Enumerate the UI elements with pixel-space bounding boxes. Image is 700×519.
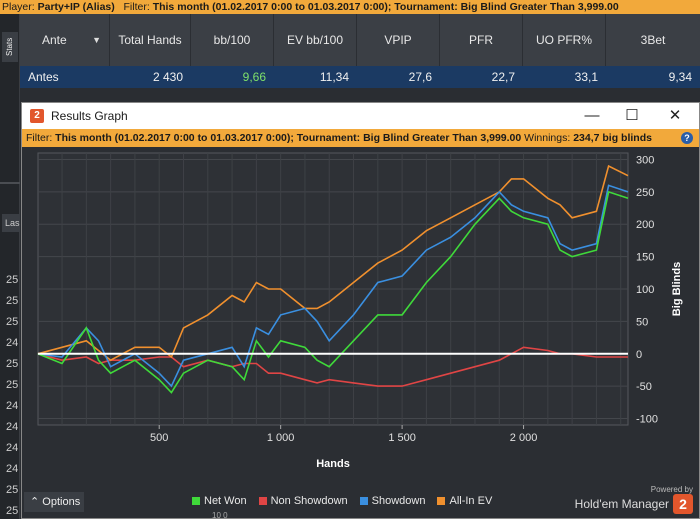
- filter-text: This month (01.02.2017 0:00 to 01.03.201…: [152, 1, 619, 13]
- background-row-number: 25: [6, 316, 19, 328]
- results-graph-window: 2 Results Graph — ☐ ✕ Filter: This month…: [21, 102, 700, 519]
- x-tick-label: 1 500: [388, 432, 416, 444]
- y-tick-label: 300: [636, 154, 654, 166]
- row-uo-pfr: 33,1: [574, 70, 598, 84]
- background-row-number: 25: [6, 295, 19, 307]
- window-filter-text: This month (01.02.2017 0:00 to 01.03.201…: [55, 132, 522, 144]
- row-bb100: 9,66: [242, 70, 266, 84]
- background-row-number: 24: [6, 421, 19, 433]
- row-total-hands: 2 430: [152, 70, 183, 84]
- caret-down-icon[interactable]: ▼: [92, 35, 101, 45]
- legend-item[interactable]: Showdown: [359, 495, 426, 507]
- y-tick-label: 50: [636, 316, 648, 328]
- background-row-number: 24: [6, 442, 19, 454]
- maximize-button[interactable]: ☐: [625, 107, 639, 124]
- legend-label: All-In EV: [449, 495, 493, 507]
- legend-item[interactable]: All-In EV: [437, 495, 492, 507]
- background-tab[interactable]: Las: [2, 214, 20, 232]
- options-button[interactable]: ⌃ Options: [24, 492, 84, 512]
- x-tick-label: 1 000: [267, 432, 295, 444]
- y-tick-label: -100: [636, 414, 658, 426]
- header-total-hands[interactable]: Total Hands: [110, 14, 191, 66]
- series-line-non-showdown: [37, 346, 628, 387]
- header-pfr[interactable]: PFR: [440, 14, 523, 66]
- y-tick-label: 0: [636, 349, 642, 361]
- help-icon[interactable]: ?: [681, 132, 693, 144]
- x-tick-label: 500: [150, 432, 168, 444]
- y-tick-label: -50: [636, 381, 652, 393]
- left-strip: Stats: [0, 14, 20, 519]
- background-row-number: 25: [6, 379, 19, 391]
- background-row-number: 25: [6, 505, 19, 517]
- series-line-net-won: [37, 190, 629, 394]
- x-tick-label: 2 000: [510, 432, 538, 444]
- legend-label: Non Showdown: [270, 495, 348, 507]
- series-line-all-in-ev: [37, 164, 629, 362]
- row-pfr: 22,7: [491, 70, 515, 84]
- row-vpip: 27,6: [408, 70, 432, 84]
- brand-block: Powered by Hold'em Manager 2: [575, 485, 693, 514]
- filter-label: Filter:: [123, 1, 150, 13]
- x-axis-label: Hands: [316, 458, 350, 470]
- player-name: Party+IP (Alias): [37, 1, 115, 13]
- header-vpip[interactable]: VPIP: [357, 14, 440, 66]
- legend-label: Net Won: [204, 495, 247, 507]
- winnings-label: Winnings:: [524, 132, 571, 144]
- window-titlebar[interactable]: 2 Results Graph — ☐ ✕: [22, 103, 699, 129]
- bottom-text: 10 0: [212, 511, 228, 519]
- minimize-button[interactable]: —: [584, 107, 600, 124]
- y-tick-label: 100: [636, 284, 654, 296]
- background-row-number: 24: [6, 463, 19, 475]
- left-divider: [0, 182, 20, 184]
- header-bb100[interactable]: bb/100: [191, 14, 274, 66]
- player-label: Player:: [2, 1, 35, 13]
- row-ante: Antes: [28, 70, 59, 84]
- background-row-number: 24: [6, 337, 19, 349]
- window-filter-bar: Filter: This month (01.02.2017 0:00 to 0…: [22, 129, 699, 147]
- legend-swatch: [437, 497, 446, 505]
- stats-tab[interactable]: Stats: [2, 32, 18, 62]
- legend-swatch: [258, 497, 267, 505]
- background-row-number: 25: [6, 484, 19, 496]
- chart-legend: Net Won Non Showdown Showdown All-In EV: [192, 495, 492, 507]
- header-ev-bb100[interactable]: EV bb/100: [274, 14, 357, 66]
- background-row-number: 24: [6, 400, 19, 412]
- legend-swatch: [359, 497, 368, 505]
- y-tick-label: 200: [636, 219, 654, 231]
- brand-name: Hold'em Manager: [574, 497, 669, 511]
- legend-item[interactable]: Net Won: [192, 495, 247, 507]
- window-title: Results Graph: [51, 109, 128, 123]
- y-tick-label: 250: [636, 187, 654, 199]
- y-axis-label: Big Blinds: [671, 262, 683, 316]
- header-ante[interactable]: Ante ▼: [20, 14, 110, 66]
- legend-item[interactable]: Non Showdown: [258, 495, 348, 507]
- powered-by: Powered by: [650, 485, 693, 494]
- header-ante-label: Ante: [42, 33, 67, 47]
- top-filter-bar: Player: Party+IP (Alias) Filter: This mo…: [0, 0, 700, 14]
- hm2-logo-icon: 2: [673, 494, 693, 514]
- options-label: Options: [42, 496, 81, 508]
- y-tick-label: 150: [636, 252, 654, 264]
- window-filter-label: Filter:: [26, 132, 53, 144]
- row-ev-bb100: 11,34: [319, 70, 349, 84]
- background-row-number: 25: [6, 274, 19, 286]
- close-button[interactable]: ✕: [668, 107, 682, 124]
- header-uo-pfr[interactable]: UO PFR%: [523, 14, 606, 66]
- chevron-up-icon: ⌃: [30, 496, 40, 508]
- legend-swatch: [192, 497, 200, 505]
- winnings-value: 234,7 big blinds: [573, 132, 652, 144]
- stats-table-header: Ante ▼ Total Hands bb/100 EV bb/100 VPIP…: [20, 14, 700, 66]
- row-3bet: 9,34: [668, 70, 692, 84]
- background-row-numbers: 25 25 25 24 25 25 24 24 24 24 25 25: [0, 270, 20, 519]
- stats-table-row[interactable]: Antes 2 430 9,66 11,34 27,6 22,7 33,1 9,…: [20, 66, 700, 88]
- legend-label: Showdown: [371, 495, 426, 507]
- header-3bet[interactable]: 3Bet: [640, 33, 666, 47]
- app-logo-icon: 2: [30, 109, 44, 123]
- background-row-number: 25: [6, 358, 19, 370]
- series-line-showdown: [37, 184, 629, 388]
